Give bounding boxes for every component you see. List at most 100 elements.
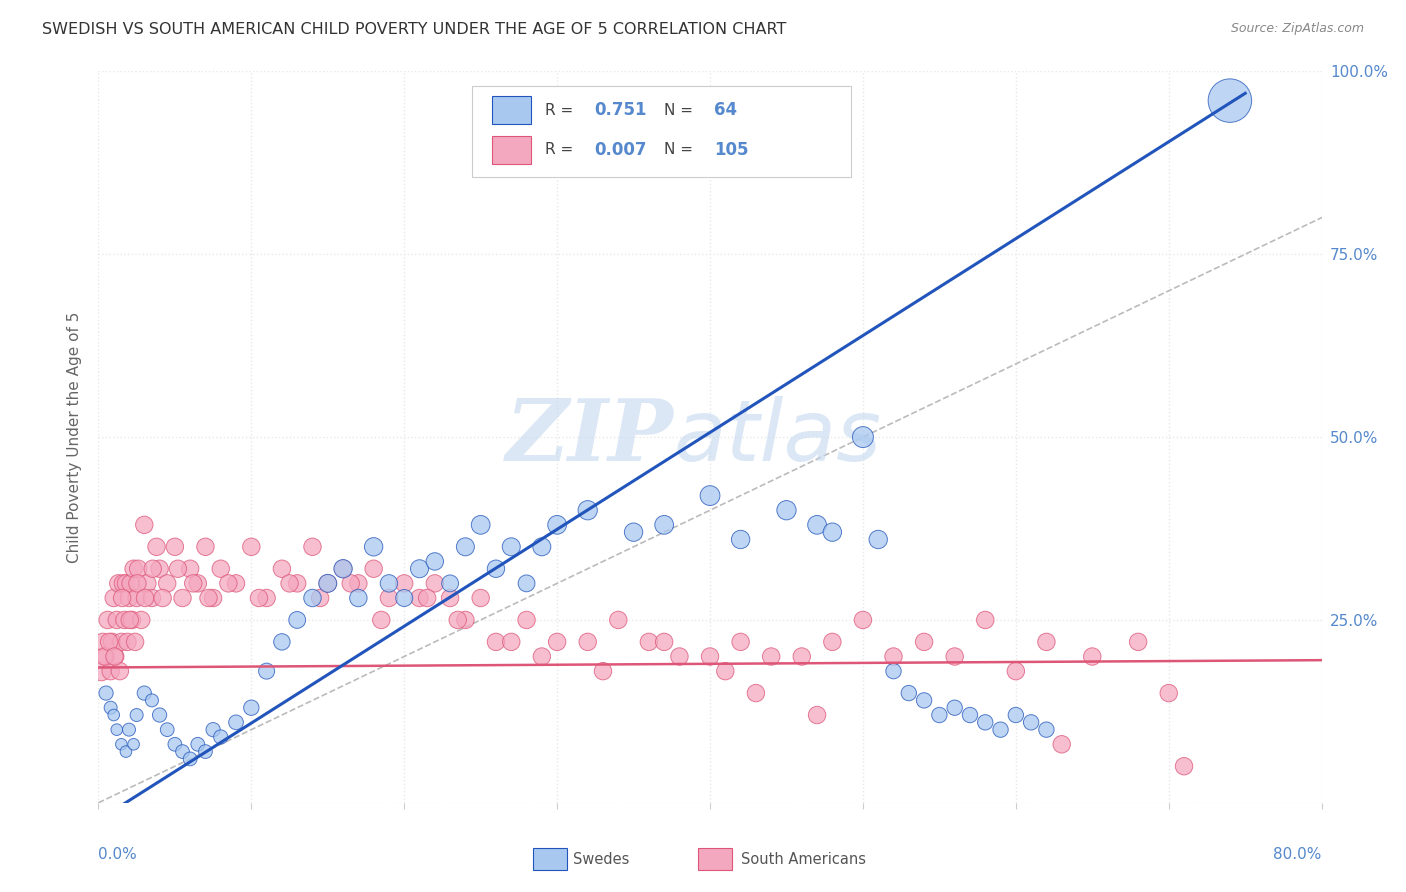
Point [730, 533, 752, 547]
Text: SWEDISH VS SOUTH AMERICAN CHILD POVERTY UNDER THE AGE OF 5 CORRELATION CHART: SWEDISH VS SOUTH AMERICAN CHILD POVERTY … [42, 22, 786, 37]
Point [501, 540, 523, 554]
Point [485, 635, 508, 649]
Point [172, 745, 194, 759]
Text: N =: N = [664, 142, 697, 157]
Point [129, 613, 152, 627]
Point [247, 591, 270, 605]
Point [485, 562, 508, 576]
Text: N =: N = [664, 103, 697, 118]
Point [423, 554, 446, 568]
FancyBboxPatch shape [471, 86, 851, 178]
Point [316, 576, 339, 591]
Point [100, 700, 122, 714]
Bar [697, 848, 733, 870]
Point [408, 591, 430, 605]
Point [90, 664, 112, 678]
Point [928, 708, 950, 723]
Point [347, 591, 370, 605]
Point [392, 576, 416, 591]
Point [1157, 686, 1180, 700]
Point [714, 664, 737, 678]
Point [883, 664, 905, 678]
Point [187, 737, 209, 751]
Point [97, 613, 120, 627]
Point [363, 562, 385, 576]
Point [187, 576, 209, 591]
Text: 64: 64 [714, 101, 737, 120]
Text: Source: ZipAtlas.com: Source: ZipAtlas.com [1230, 22, 1364, 36]
Point [378, 576, 401, 591]
Point [943, 649, 966, 664]
Point [339, 576, 361, 591]
Point [125, 708, 148, 723]
Point [217, 576, 239, 591]
Point [93, 649, 115, 664]
Point [225, 715, 247, 730]
Point [790, 649, 813, 664]
Point [127, 562, 149, 576]
Point [301, 591, 323, 605]
Point [136, 576, 159, 591]
Bar [492, 136, 531, 163]
Point [94, 649, 117, 664]
Point [730, 635, 752, 649]
Point [852, 613, 875, 627]
Point [194, 540, 217, 554]
Text: R =: R = [546, 103, 578, 118]
Point [1081, 649, 1104, 664]
Point [974, 715, 997, 730]
Point [111, 591, 134, 605]
Point [501, 635, 523, 649]
Point [270, 635, 292, 649]
Point [181, 576, 204, 591]
Point [943, 700, 966, 714]
Point [163, 540, 186, 554]
Point [530, 649, 553, 664]
Text: South Americans: South Americans [741, 852, 866, 867]
Point [142, 562, 165, 576]
Point [149, 562, 172, 576]
Point [149, 708, 172, 723]
Point [447, 613, 470, 627]
Point [806, 517, 828, 532]
Point [470, 517, 492, 532]
Point [806, 708, 828, 723]
Point [134, 517, 156, 532]
Point [1035, 635, 1057, 649]
Point [959, 708, 981, 723]
Text: 0.751: 0.751 [593, 101, 647, 120]
Point [124, 635, 146, 649]
Point [392, 591, 416, 605]
Point [912, 635, 935, 649]
Point [240, 700, 263, 714]
Point [516, 613, 538, 627]
Point [363, 540, 385, 554]
Point [1219, 94, 1241, 108]
Point [98, 635, 121, 649]
Point [125, 591, 148, 605]
Point [167, 562, 190, 576]
Bar [533, 848, 567, 870]
Point [209, 562, 232, 576]
Point [285, 613, 308, 627]
Point [156, 723, 179, 737]
Point [103, 591, 125, 605]
Point [134, 686, 156, 700]
Point [121, 613, 143, 627]
Point [852, 430, 875, 444]
Point [209, 730, 232, 744]
Point [576, 635, 599, 649]
Point [278, 576, 301, 591]
Point [454, 540, 477, 554]
Point [416, 591, 439, 605]
Point [912, 693, 935, 707]
Point [309, 591, 332, 605]
Text: 0.007: 0.007 [593, 141, 647, 159]
Point [103, 649, 125, 664]
Text: Swedes: Swedes [574, 852, 630, 867]
Point [122, 562, 145, 576]
Point [197, 591, 219, 605]
Point [623, 525, 645, 540]
Point [592, 664, 614, 678]
Point [103, 708, 125, 723]
